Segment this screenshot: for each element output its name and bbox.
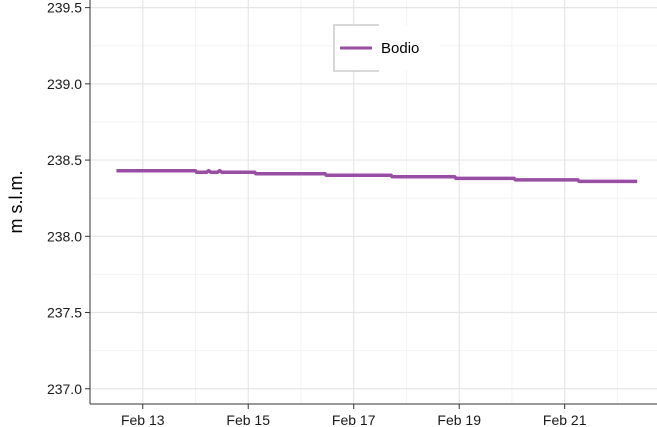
x-tick-label: Feb 13 [121,412,165,427]
legend-background [376,26,441,70]
y-tick-label: 239.5 [47,0,82,16]
y-tick-label: 238.5 [47,152,82,168]
y-axis-ticks: 237.0 237.5 238.0 238.5 239.0 239.5 [47,0,90,397]
y-tick-label: 237.5 [47,305,82,321]
y-axis-title: m s.l.m. [6,171,26,234]
major-gridlines [90,0,657,404]
series-line-bodio [116,168,638,184]
x-axis-ticks: Feb 13 Feb 15 Feb 17 Feb 19 Feb 21 [121,404,587,427]
x-tick-label: Feb 15 [226,412,270,427]
x-tick-label: Feb 19 [437,412,481,427]
x-tick-label: Feb 17 [332,412,376,427]
y-tick-label: 238.0 [47,228,82,244]
x-tick-label: Feb 21 [543,412,587,427]
legend: Bodio [333,24,441,72]
legend-label-bodio: Bodio [381,40,419,57]
axes [89,0,657,405]
y-tick-label: 237.0 [47,381,82,397]
y-tick-label: 239.0 [47,76,82,92]
series-layer [116,168,638,184]
